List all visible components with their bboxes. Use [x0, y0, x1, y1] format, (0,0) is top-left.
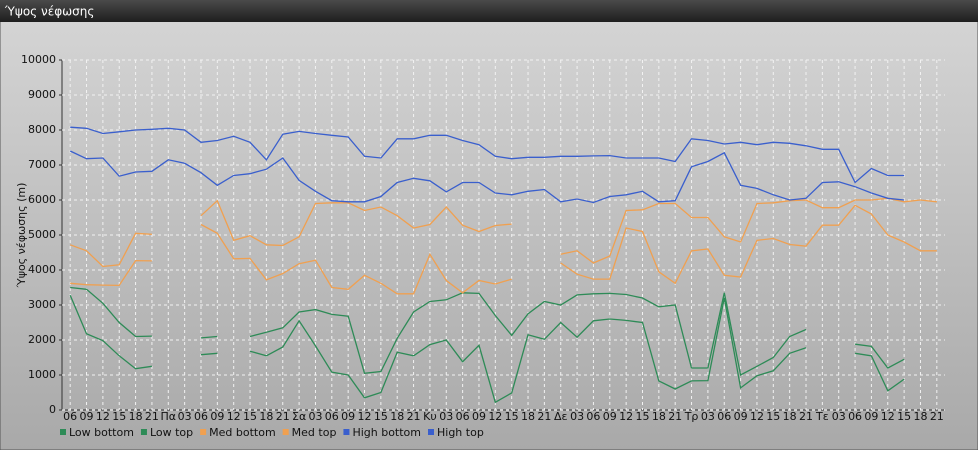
x-tick-label: 09	[341, 410, 355, 423]
y-tick-label: 3000	[28, 298, 56, 311]
x-tick-label: 15	[374, 410, 388, 423]
series-line	[69, 294, 905, 404]
legend-swatch	[428, 429, 434, 435]
x-tick-label: 09	[472, 410, 486, 423]
x-tick-label: 21	[145, 410, 159, 423]
x-tick-label: 18	[652, 410, 666, 423]
x-tick-label: 12	[358, 410, 372, 423]
x-tick-label: 09	[210, 410, 224, 423]
x-tick-label: 15	[505, 410, 519, 423]
x-tick-label: 06	[194, 410, 208, 423]
x-tick-label: 12	[619, 410, 633, 423]
y-tick-label: 1000	[28, 368, 56, 381]
x-tick-label: 03	[570, 410, 584, 423]
legend-swatch	[200, 429, 207, 435]
legend-swatch	[343, 429, 350, 435]
y-tick-label: 8000	[28, 123, 56, 136]
x-tick-label: 15	[897, 410, 911, 423]
x-tick-label: 15	[112, 410, 126, 423]
x-tick-label: 12	[488, 410, 502, 423]
series-line	[69, 150, 905, 204]
x-tick-label: 06	[848, 410, 862, 423]
x-tick-label: 15	[766, 410, 780, 423]
x-tick-label: 12	[881, 410, 895, 423]
y-tick-label: 2000	[28, 333, 56, 346]
x-tick-label: 03	[439, 410, 453, 423]
series-line	[69, 197, 937, 268]
x-tick-label: 09	[864, 410, 878, 423]
x-tick-label: 06	[717, 410, 731, 423]
legend-label: Med top	[292, 426, 337, 439]
x-tick-label: 09	[603, 410, 617, 423]
x-tick-label: Κυ	[423, 410, 437, 423]
y-tick-label: 5000	[28, 228, 56, 241]
legend-label: Low bottom	[69, 426, 134, 439]
legend-label: High bottom	[352, 426, 421, 439]
y-tick-label: 4000	[28, 263, 56, 276]
legend-label: Med bottom	[209, 426, 276, 439]
x-tick-label: 15	[635, 410, 649, 423]
y-tick-label: 9000	[28, 88, 56, 101]
x-tick-label: 06	[63, 410, 77, 423]
x-tick-label: 03	[832, 410, 846, 423]
x-tick-label: 03	[308, 410, 322, 423]
x-tick-label: 12	[227, 410, 241, 423]
x-tick-label: 18	[129, 410, 143, 423]
x-tick-label: Σα	[292, 410, 306, 423]
legend-label: High top	[437, 426, 484, 439]
x-tick-label: 18	[913, 410, 927, 423]
x-tick-label: 21	[276, 410, 290, 423]
x-tick-label: 21	[799, 410, 813, 423]
legend-swatch	[60, 429, 66, 435]
x-tick-label: 12	[750, 410, 764, 423]
legend-swatch	[282, 429, 289, 435]
chart-title: Ύψος νέφωσης	[4, 5, 94, 19]
series-line	[70, 286, 905, 376]
x-tick-label: 18	[390, 410, 404, 423]
x-tick-label: 15	[243, 410, 257, 423]
x-tick-label: Δε	[554, 410, 568, 423]
x-tick-label: 09	[734, 410, 748, 423]
y-tick-label: 6000	[28, 193, 56, 206]
x-tick-label: Τρ	[684, 410, 699, 423]
x-tick-label: 18	[521, 410, 535, 423]
x-tick-label: 18	[783, 410, 797, 423]
y-tick-label: 7000	[28, 158, 56, 171]
x-tick-label: 21	[668, 410, 682, 423]
legend-swatch	[140, 429, 147, 435]
x-tick-label: 06	[586, 410, 600, 423]
x-tick-label: Τε	[815, 410, 829, 423]
y-axis-label: Ύψος νέφωσης (m)	[15, 183, 28, 289]
y-tick-label: 0	[49, 403, 56, 416]
title-bar	[0, 0, 978, 22]
y-tick-label: 10000	[21, 53, 56, 66]
x-tick-label: 03	[701, 410, 715, 423]
x-tick-label: 21	[537, 410, 551, 423]
x-tick-label: 18	[259, 410, 273, 423]
x-tick-label: 03	[178, 410, 192, 423]
x-tick-label: 06	[325, 410, 339, 423]
x-tick-label: Πα	[161, 410, 177, 423]
x-tick-label: 12	[96, 410, 110, 423]
x-tick-label: 21	[930, 410, 944, 423]
x-tick-label: 06	[456, 410, 470, 423]
x-tick-label: 21	[407, 410, 421, 423]
series-line	[70, 126, 905, 184]
legend-label: Low top	[150, 426, 193, 439]
x-tick-label: 09	[80, 410, 94, 423]
series-line	[70, 204, 937, 295]
